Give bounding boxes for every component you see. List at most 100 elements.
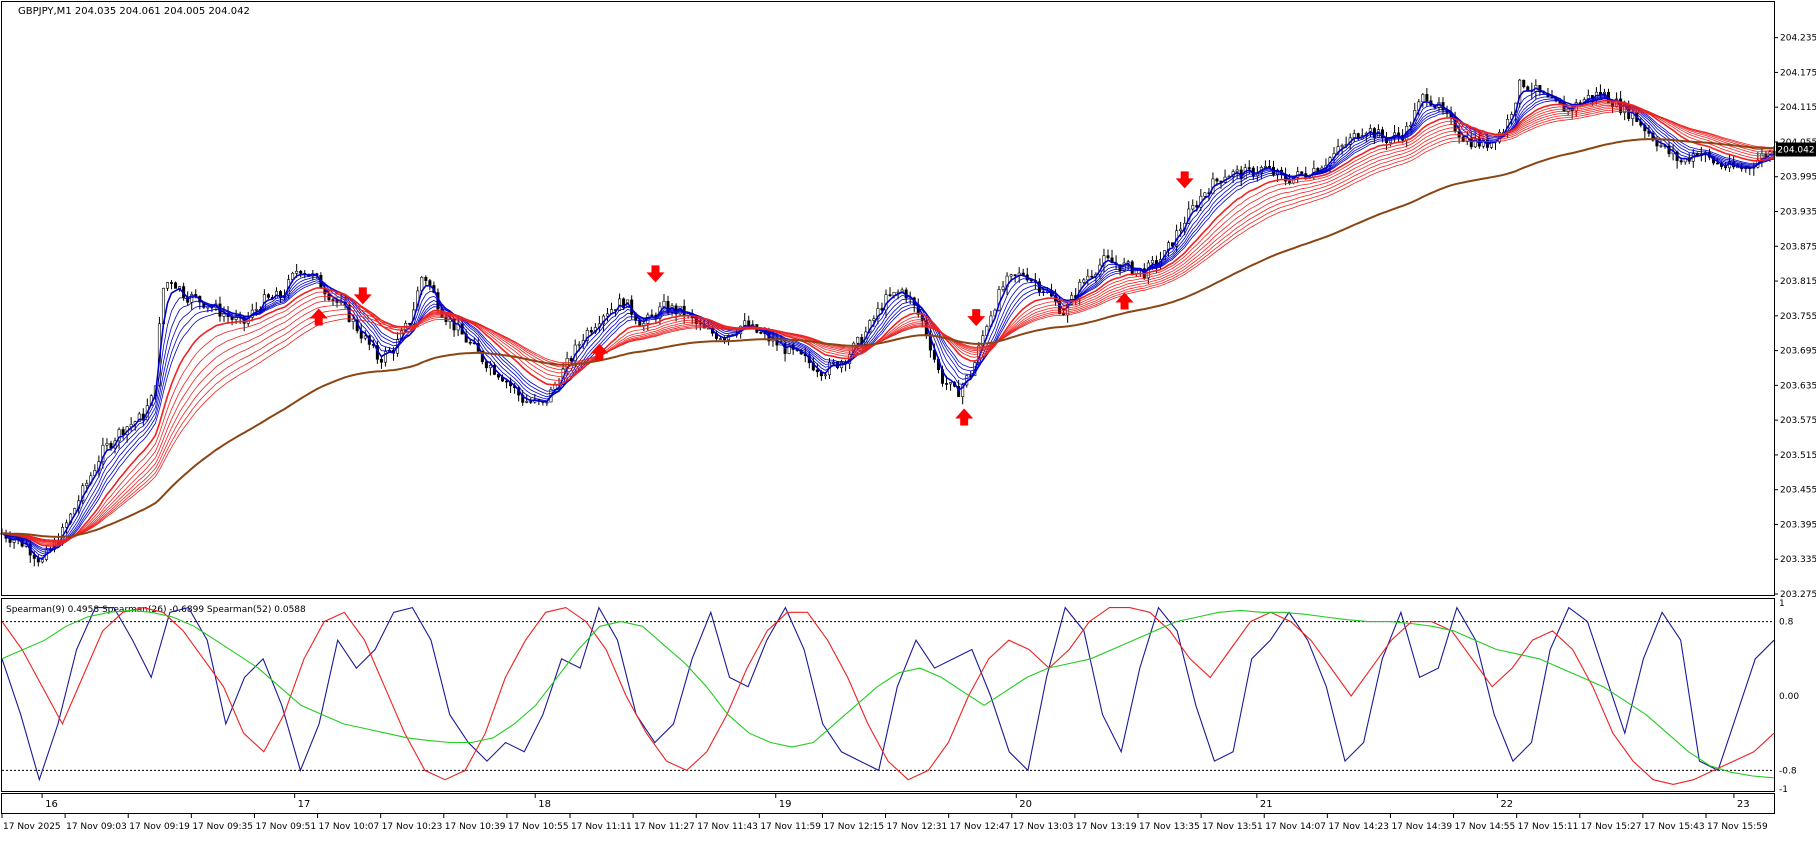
indicator-panel-frame (1, 598, 1775, 792)
candle-body (1102, 255, 1106, 266)
date-label: 23 (1737, 799, 1750, 810)
candle-body (383, 351, 387, 363)
candle-body (1724, 166, 1728, 169)
time-label: 17 Nov 14:39 (1391, 822, 1452, 832)
time-label: 17 Nov 12:15 (823, 822, 884, 832)
time-label: 17 Nov 09:51 (255, 822, 316, 832)
date-label: 20 (1019, 799, 1032, 810)
spearman-line (1, 606, 1775, 782)
price-tick-label: 203.335 (1780, 555, 1816, 565)
time-label: 17 Nov 14:07 (1265, 822, 1326, 832)
candle-body (496, 374, 500, 378)
candle-body (488, 364, 492, 369)
time-axis: 17 Nov 2025 17 Nov 09:03 17 Nov 09:19 17 No… (1, 814, 1768, 832)
price-tick-label: 204.175 (1780, 68, 1816, 78)
candle-body (36, 558, 40, 563)
indicator-legend: Spearman(9) 0.4958 Spearman(26) -0.6899 … (6, 605, 306, 615)
date-label: 19 (779, 799, 792, 810)
candle-body (85, 483, 89, 486)
candle-body (872, 318, 876, 321)
fast-ema-line (1, 91, 1775, 557)
indicator-axis: 1 0.8 0.00 -0.8 -1 (1779, 599, 1799, 795)
candle-body (1679, 160, 1683, 163)
candle-body (1086, 275, 1090, 281)
time-label: 17 Nov 13:03 (1013, 822, 1074, 832)
price-tick-label: 203.695 (1780, 347, 1816, 357)
candle-body (351, 319, 355, 322)
time-label: 17 Nov 11:27 (634, 822, 695, 832)
date-labels: 16 17 18 19 20 21 22 23 (41, 794, 1750, 810)
candle-body (1106, 255, 1110, 259)
candle-body (1288, 180, 1292, 184)
candle-body (961, 384, 965, 397)
buy-arrow (955, 408, 974, 426)
time-label: 17 Nov 09:35 (192, 822, 253, 832)
buy-arrow (309, 308, 328, 326)
time-label: 17 Nov 14:23 (1328, 822, 1389, 832)
candle-body (577, 344, 581, 346)
time-label: 17 Nov 13:35 (1139, 822, 1200, 832)
candle-body (468, 341, 472, 344)
time-label: 17 Nov 10:23 (382, 822, 443, 832)
candle-body (957, 386, 961, 397)
candle-body (299, 270, 303, 274)
candle-body (331, 299, 335, 301)
candle-body (279, 291, 283, 298)
candle-body (553, 384, 557, 390)
indicator-tick-label: 0.8 (1779, 618, 1794, 628)
candle-body (1659, 145, 1663, 147)
candle-body (1029, 279, 1033, 282)
ema-ribbon-layer (1, 87, 1775, 560)
time-label: 17 Nov 12:31 (887, 822, 948, 832)
price-tick-label: 203.515 (1780, 451, 1816, 461)
candle-body (1518, 79, 1522, 104)
time-label: 17 Nov 09:03 (66, 822, 127, 832)
sell-arrow (1175, 171, 1194, 189)
candle-body (295, 270, 299, 274)
fast-ema-line (1, 98, 1775, 549)
candle-body (1110, 257, 1114, 264)
candle-body (32, 554, 36, 559)
candle-body (718, 338, 722, 340)
candle-body (1421, 94, 1425, 103)
candle-body (129, 423, 133, 428)
candle-body (1150, 260, 1154, 264)
price-tick-label: 204.235 (1780, 34, 1816, 44)
candle-body (529, 401, 533, 403)
candle-body (1263, 166, 1267, 168)
candle-body (137, 413, 141, 423)
fast-ema-line (1, 96, 1775, 552)
time-label: 17 Nov 11:11 (571, 822, 632, 832)
candle-body (1522, 79, 1526, 88)
price-panel-frame (1, 1, 1775, 596)
date-label: 17 (298, 799, 311, 810)
price-tick-label: 204.115 (1780, 103, 1816, 113)
indicator-lines (1, 606, 1775, 785)
candle-body (105, 443, 109, 446)
date-strip (1, 793, 1775, 814)
price-axis: 204.235204.175204.115204.055203.995203.9… (1774, 34, 1816, 600)
indicator-tick-label: 0.00 (1779, 692, 1799, 702)
current-price-tag: 204.042 (1776, 142, 1816, 157)
candle-body (868, 320, 872, 333)
spearman-line (1, 607, 1775, 785)
buy-arrow (1115, 292, 1134, 310)
candle-body (81, 485, 85, 502)
candle-body (1247, 167, 1251, 169)
fast-ema-line (1, 93, 1775, 554)
candle-body (363, 335, 367, 339)
candle-body (650, 314, 654, 317)
sell-arrow (353, 287, 372, 305)
date-label: 16 (45, 799, 58, 810)
candle-body (589, 330, 593, 333)
sell-arrow (967, 309, 986, 327)
time-label: 17 Nov 12:47 (950, 822, 1011, 832)
candle-body (1191, 205, 1195, 210)
indicator-levels (2, 621, 1774, 771)
candle-body (759, 332, 763, 334)
candle-body (165, 282, 169, 289)
candle-body (856, 336, 860, 344)
candle-body (1009, 274, 1013, 277)
price-tick-label: 203.875 (1780, 242, 1816, 252)
